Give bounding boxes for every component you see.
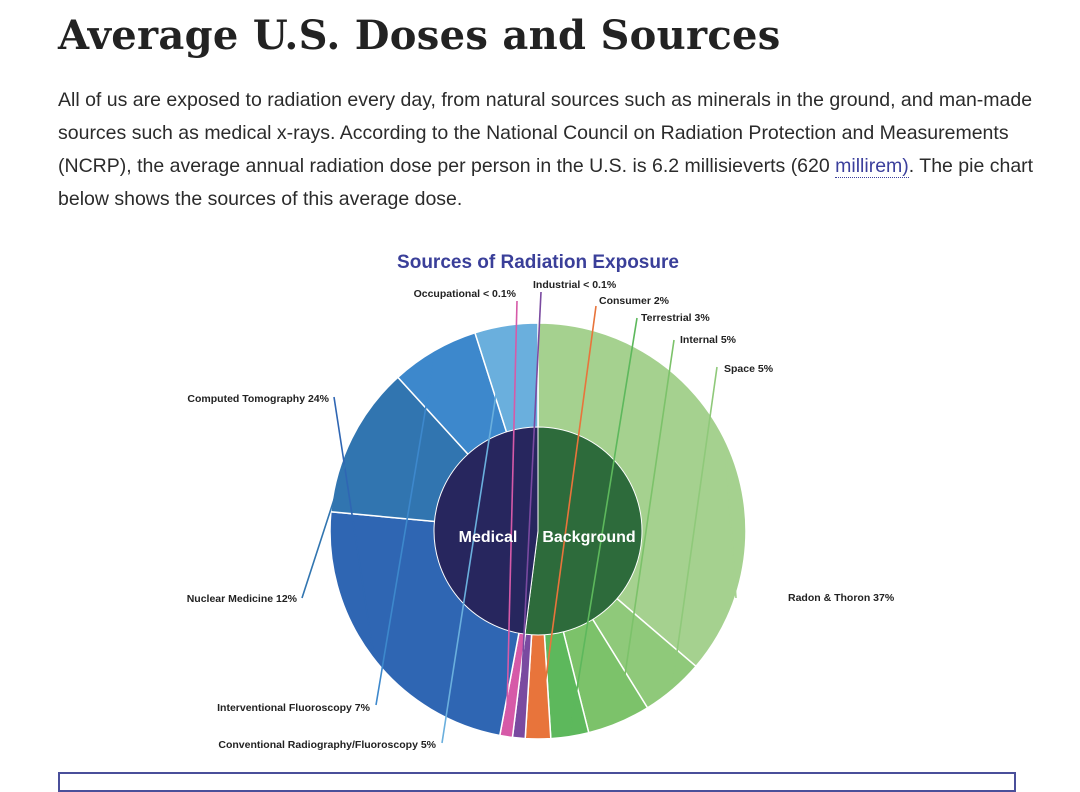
leader-line-1 (671, 366, 718, 688)
leader-line-9 (375, 352, 436, 706)
inner-label-background: Background (542, 529, 635, 546)
outer-label-0: Radon & Thoron 37% (788, 592, 895, 604)
inner-slice-background (524, 426, 643, 636)
leader-line-10 (441, 327, 508, 744)
leader-line-4 (537, 305, 597, 738)
outer-ring (329, 322, 747, 740)
leader-line-6 (505, 300, 518, 735)
outer-label-9: Interventional Fluoroscopy 7% (217, 702, 371, 714)
leader-line-3 (568, 317, 638, 735)
intro-text-end: . The pie chart below shows the sources … (58, 155, 1034, 210)
leader-line-7 (333, 396, 375, 656)
outer-label-8: Nuclear Medicine 12% (187, 593, 298, 605)
outer-label-6: Occupational < 0.1% (414, 288, 517, 300)
millirem-link[interactable]: millirem) (835, 155, 909, 178)
outer-label-7: Computed Tomography 24% (187, 393, 329, 405)
intro-paragraph: All of us are exposed to radiation every… (58, 84, 1048, 216)
page-title: Average U.S. Doses and Sources (58, 12, 781, 59)
leader-line-2 (617, 339, 675, 721)
outer-label-2: Internal 5% (680, 334, 737, 346)
slice-labels: Medical Background Radon & Thoron 37% Space… (187, 279, 895, 751)
outer-label-10: Conventional Radiography/Fluoroscopy 5% (218, 739, 436, 751)
outer-label-4: Consumer 2% (599, 295, 670, 307)
leader-line-5 (518, 291, 542, 737)
leader-line-0 (724, 444, 737, 599)
intro-text-start: All of us are exposed to radiation every… (58, 89, 1033, 177)
chart-title: Sources of Radiation Exposure (397, 252, 679, 273)
label-leaders (301, 291, 737, 744)
inner-label-medical: Medical (459, 529, 518, 546)
outer-label-1: Space 5% (724, 363, 774, 375)
leader-line-8 (301, 438, 355, 599)
info-box (58, 772, 1016, 792)
outer-label-5: Industrial < 0.1% (533, 279, 617, 291)
outer-label-3: Terrestrial 3% (641, 312, 710, 324)
